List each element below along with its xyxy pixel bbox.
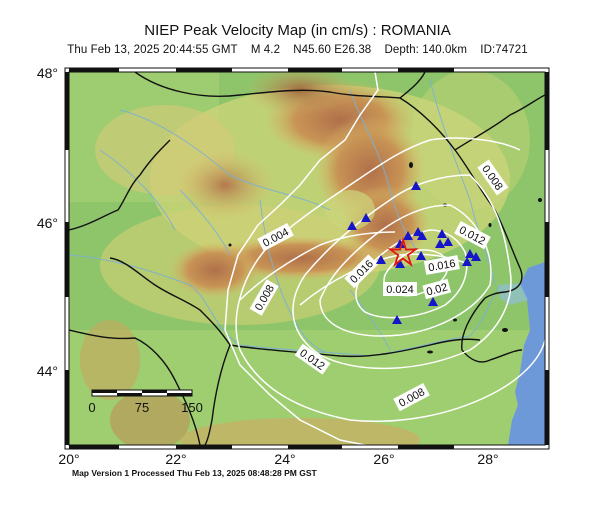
stations xyxy=(347,181,481,324)
terrain xyxy=(69,72,545,445)
station-triangle-icon xyxy=(465,249,475,258)
scale-label: 75 xyxy=(135,400,149,415)
contour-label: 0.016 xyxy=(427,258,456,275)
station-triangle-icon xyxy=(392,315,402,324)
star-icon xyxy=(387,236,419,267)
station-triangle-icon xyxy=(416,251,426,260)
rivers xyxy=(69,79,501,357)
station-triangle-icon xyxy=(462,257,472,266)
map-footer: Map Version 1 Processed Thu Feb 13, 2025… xyxy=(72,468,317,478)
lon-tick: 26° xyxy=(373,451,394,467)
station-triangle-icon xyxy=(376,255,386,264)
event-magnitude: M 4.2 xyxy=(250,44,281,56)
lat-tick: 48° xyxy=(37,65,58,81)
scale-bar-labels: 0 75 150 xyxy=(88,400,202,415)
country-borders xyxy=(69,72,545,445)
lon-tick: 20° xyxy=(58,451,79,467)
lat-tick: 44° xyxy=(37,363,58,379)
station-triangle-icon xyxy=(435,239,445,248)
station-triangle-icon xyxy=(347,221,357,230)
axis-ticks: 20° 22° 24° 26° 28° 48° 46° 44° xyxy=(37,65,499,467)
station-triangle-icon xyxy=(361,213,371,222)
contour-label: 0.02 xyxy=(425,281,449,298)
contour-label: 0.024 xyxy=(386,284,414,296)
event-date: Thu Feb 13, 2025 20:44:55 GMT xyxy=(67,44,238,56)
event-depth: Depth: 140.0km xyxy=(384,44,468,56)
station-triangle-icon xyxy=(411,181,421,190)
event-location: N45.60 E26.38 xyxy=(293,44,372,56)
station-triangle-icon xyxy=(417,231,427,240)
lon-tick: 24° xyxy=(274,451,295,467)
lon-tick: 28° xyxy=(477,451,498,467)
station-triangle-icon xyxy=(471,252,481,261)
scale-bar xyxy=(91,389,193,397)
map-frame xyxy=(64,67,550,450)
scale-label: 0 xyxy=(88,400,95,415)
station-triangle-icon xyxy=(437,229,447,238)
lon-tick: 22° xyxy=(165,451,186,467)
velocity-contours xyxy=(224,72,545,445)
station-triangle-icon xyxy=(428,297,438,306)
station-triangle-icon xyxy=(395,259,405,268)
scale-label: 150 xyxy=(181,400,203,415)
event-id: ID:74721 xyxy=(480,44,528,56)
station-triangle-icon xyxy=(443,237,453,246)
map-title: NIEP Peak Velocity Map (in cm/s) : ROMAN… xyxy=(144,22,451,39)
lat-tick: 46° xyxy=(37,215,58,231)
station-triangle-icon xyxy=(403,231,413,240)
station-triangle-icon xyxy=(395,239,405,248)
event-info: Thu Feb 13, 2025 20:44:55 GMT M 4.2 N45.… xyxy=(0,44,595,56)
